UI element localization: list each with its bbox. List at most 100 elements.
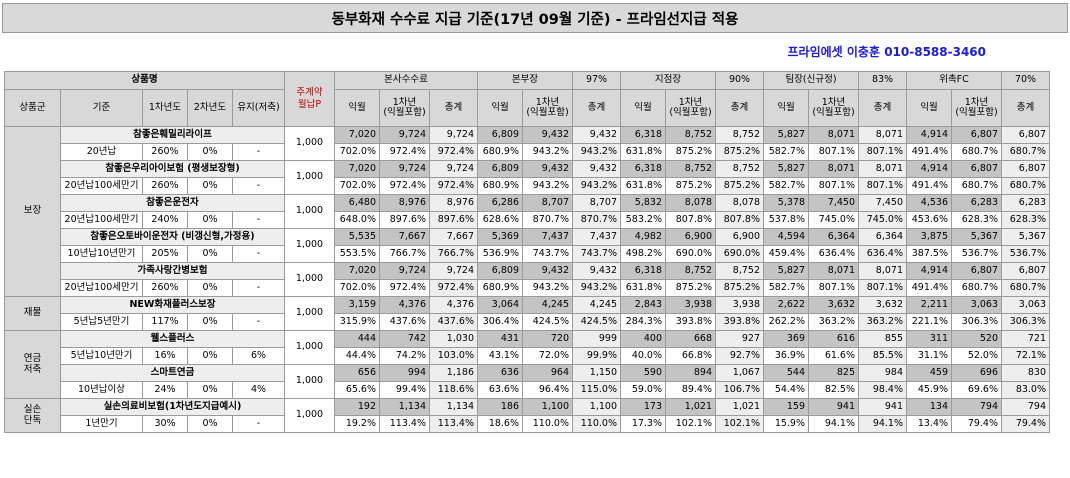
- amount-cell: 8,707: [522, 194, 573, 212]
- rate-cell: 94.1%: [808, 415, 859, 433]
- amount-cell: 6,286: [477, 194, 523, 212]
- amount-cell: 6,809: [477, 160, 523, 178]
- rate-cell: 943.2%: [572, 279, 621, 297]
- header-group-branch-pct: 90%: [715, 71, 764, 90]
- rate-cell: 94.1%: [858, 415, 907, 433]
- table-row: 1년만기 30% 0% -19.2% 113.4% 113.4% 18.6% 110.0% 11…: [5, 415, 1050, 433]
- category-cell: 재물: [4, 296, 61, 331]
- year2-rate: 0%: [187, 347, 233, 365]
- rate-cell: 306.3%: [951, 313, 1002, 331]
- rate-cell: 106.7%: [715, 381, 764, 399]
- amount-cell: 7,020: [334, 262, 380, 280]
- rate-cell: 680.9%: [477, 143, 523, 161]
- rate-cell: 65.6%: [334, 381, 380, 399]
- rate-cell: 63.6%: [477, 381, 523, 399]
- year2-rate: 0%: [187, 177, 233, 195]
- rate-cell: 582.7%: [763, 279, 809, 297]
- rate-cell: 875.2%: [665, 177, 716, 195]
- rate-cell: 262.2%: [763, 313, 809, 331]
- basis-cell: 1년만기: [60, 415, 143, 433]
- rate-cell: 103.0%: [429, 347, 478, 365]
- amount-cell: 5,827: [763, 160, 809, 178]
- rate-cell: 92.7%: [715, 347, 764, 365]
- amount-cell: 696: [951, 364, 1002, 382]
- header-sub-col: 1차년 (익월포함): [808, 89, 859, 127]
- rate-cell: 943.2%: [522, 143, 573, 161]
- rate-cell: 99.4%: [379, 381, 430, 399]
- amount-cell: 1,150: [572, 364, 621, 382]
- amount-cell: 6,807: [951, 160, 1002, 178]
- table-row: 20년납 260% 0% -702.0% 972.4% 972.4% 680.9% 943.2…: [5, 143, 1050, 161]
- category-cell: 보장: [4, 126, 61, 297]
- year1-rate: 117%: [142, 313, 188, 331]
- page-title: 동부화재 수수료 지급 기준(17년 09월 기준) - 프라임선지급 적용: [2, 3, 1068, 33]
- rate-cell: 743.7%: [522, 245, 573, 263]
- header-sub-col: 총계: [429, 89, 478, 127]
- amount-cell: 1,134: [429, 398, 478, 416]
- header-sub-left: 기준: [60, 89, 143, 127]
- rate-cell: 17.3%: [620, 415, 666, 433]
- amount-cell: 1,100: [572, 398, 621, 416]
- amount-cell: 3,938: [715, 296, 764, 314]
- premium-cell: 1,000: [284, 126, 335, 161]
- year1-rate: 260%: [142, 177, 188, 195]
- rate-cell: 583.2%: [620, 211, 666, 229]
- amount-cell: 6,318: [620, 160, 666, 178]
- amount-cell: 3,159: [334, 296, 380, 314]
- rate-cell: 537.8%: [763, 211, 809, 229]
- header-sub-col: 익월: [334, 89, 380, 127]
- rate-cell: 437.6%: [379, 313, 430, 331]
- year2-rate: 0%: [187, 211, 233, 229]
- rate-cell: 363.2%: [808, 313, 859, 331]
- rate-cell: 680.9%: [477, 279, 523, 297]
- header-group-hq: 본사수수료: [334, 71, 478, 90]
- rate-cell: 59.0%: [620, 381, 666, 399]
- rate-cell: 72.1%: [1001, 347, 1050, 365]
- amount-cell: 825: [808, 364, 859, 382]
- amount-cell: 6,807: [1001, 262, 1050, 280]
- rate-cell: 113.4%: [379, 415, 430, 433]
- rate-cell: 807.1%: [808, 279, 859, 297]
- amount-cell: 8,976: [429, 194, 478, 212]
- basis-cell: 5년납10년만기: [60, 347, 143, 365]
- amount-cell: 1,021: [715, 398, 764, 416]
- amount-cell: 8,071: [808, 262, 859, 280]
- product-name: 참좋은우리아이보험 (평생보장형): [60, 160, 285, 178]
- amount-cell: 4,245: [522, 296, 573, 314]
- header-sub-col: 익월: [906, 89, 952, 127]
- amount-cell: 9,724: [429, 126, 478, 144]
- premium-cell: 1,000: [284, 262, 335, 297]
- amount-cell: 5,535: [334, 228, 380, 246]
- product-name: 웰스플러스: [60, 330, 285, 348]
- amount-cell: 5,832: [620, 194, 666, 212]
- amount-cell: 459: [906, 364, 952, 382]
- year2-rate: 0%: [187, 245, 233, 263]
- amount-cell: 1,021: [665, 398, 716, 416]
- rate-cell: 498.2%: [620, 245, 666, 263]
- rate-cell: 459.4%: [763, 245, 809, 263]
- product-name: 참좋은오토바이운전자 (비갱신형,가정용): [60, 228, 285, 246]
- rate-cell: 54.4%: [763, 381, 809, 399]
- amount-cell: 9,724: [379, 160, 430, 178]
- amount-cell: 941: [808, 398, 859, 416]
- amount-cell: 894: [665, 364, 716, 382]
- rate-cell: 875.2%: [665, 143, 716, 161]
- rate-cell: 115.0%: [572, 381, 621, 399]
- amount-cell: 5,378: [763, 194, 809, 212]
- rate-cell: 582.7%: [763, 143, 809, 161]
- rate-cell: 424.5%: [572, 313, 621, 331]
- rate-cell: 628.3%: [951, 211, 1002, 229]
- product-name: NEW화재플러스보장: [60, 296, 285, 314]
- amount-cell: 999: [572, 330, 621, 348]
- table-row: 10년납10년만기 205% 0% -553.5% 766.7% 766.7% 536.9%…: [5, 245, 1050, 263]
- table-row: 5년납5년만기 117% 0% -315.9% 437.6% 437.6% 306.4% 42…: [5, 313, 1050, 331]
- amount-cell: 794: [951, 398, 1002, 416]
- keep-rate: -: [232, 245, 285, 263]
- rate-cell: 43.1%: [477, 347, 523, 365]
- amount-cell: 8,707: [572, 194, 621, 212]
- amount-cell: 3,632: [808, 296, 859, 314]
- amount-cell: 6,807: [951, 262, 1002, 280]
- premium-cell: 1,000: [284, 364, 335, 399]
- rate-cell: 491.4%: [906, 177, 952, 195]
- amount-cell: 7,437: [522, 228, 573, 246]
